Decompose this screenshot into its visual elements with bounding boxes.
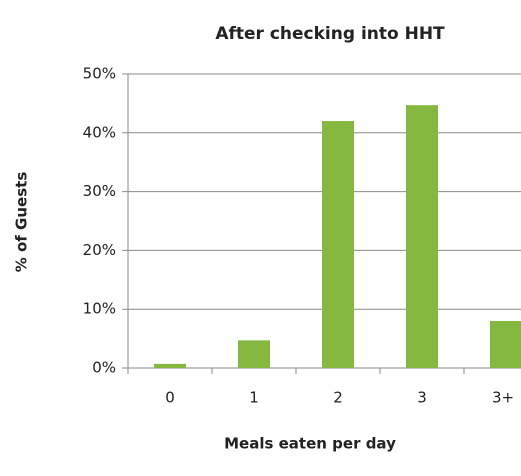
y-tick-label: 20%	[83, 241, 116, 259]
chart-title: After checking into HHT	[215, 24, 445, 44]
y-axis-title: % of Guests	[13, 172, 31, 273]
bar	[490, 320, 521, 368]
y-tick-label: 0%	[92, 359, 116, 377]
x-axis-title: Meals eaten per day	[224, 435, 396, 453]
x-tick-label: 2	[333, 389, 343, 407]
y-tick-label: 50%	[83, 65, 116, 83]
bar	[154, 363, 186, 368]
bar	[406, 105, 438, 368]
y-tick-label: 10%	[83, 300, 116, 318]
x-tick-label: 0	[165, 389, 175, 407]
x-tick-label: 3	[417, 389, 427, 407]
y-tick-label: 40%	[83, 123, 116, 141]
y-tick-label: 30%	[83, 182, 116, 200]
x-tick-label: 3+	[492, 389, 514, 407]
bar	[322, 121, 354, 368]
x-tick-label: 1	[249, 389, 259, 407]
bar	[238, 340, 270, 368]
